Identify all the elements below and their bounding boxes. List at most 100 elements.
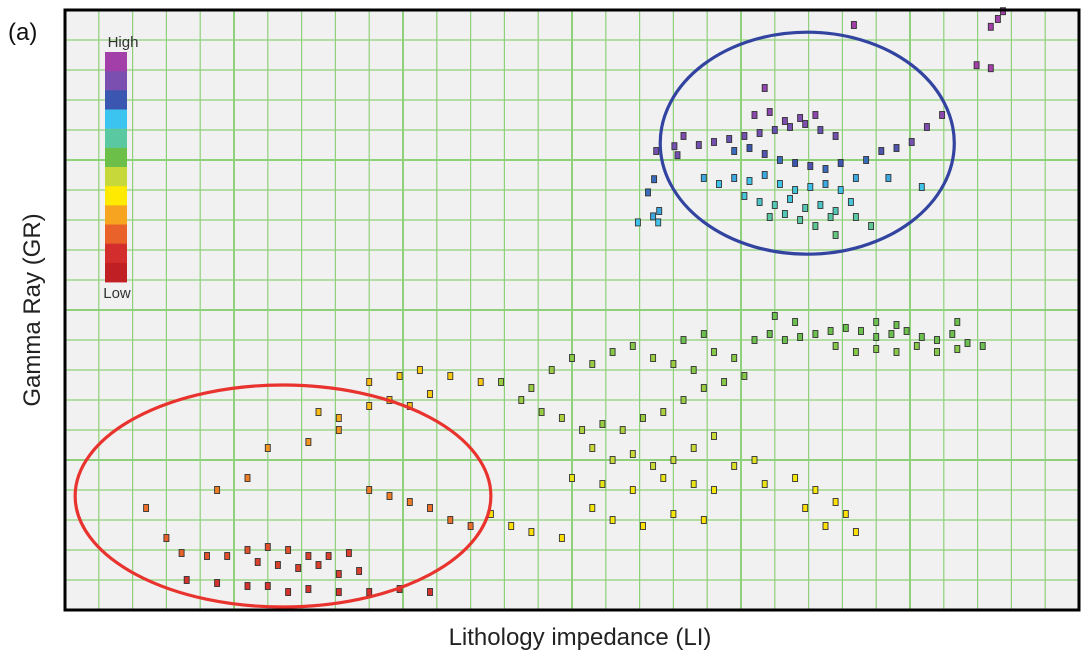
scatter-point-115 (590, 445, 595, 452)
scatter-point-152 (590, 505, 595, 512)
scatter-point-34 (752, 112, 757, 119)
scatter-point-68 (940, 112, 945, 119)
scatter-point-168 (286, 547, 291, 554)
scatter-point-19 (742, 133, 747, 140)
scatter-point-54 (803, 205, 808, 212)
scatter-point-140 (691, 367, 696, 374)
scatter-point-18 (727, 136, 732, 143)
scatter-point-11 (657, 208, 662, 215)
scatter-point-182 (286, 589, 291, 596)
scatter-point-176 (336, 571, 341, 578)
scatter-point-28 (762, 151, 767, 158)
scatter-point-114 (742, 373, 747, 380)
scatter-point-174 (296, 565, 301, 572)
scatter-point-63 (864, 157, 869, 164)
scatter-point-58 (767, 214, 772, 221)
scatter-point-196 (468, 523, 473, 530)
scatter-point-96 (935, 349, 940, 356)
scatter-point-22 (788, 124, 793, 131)
colorbar-segment-1 (105, 71, 127, 91)
scatter-point-66 (909, 139, 914, 146)
scatter-point-143 (681, 337, 686, 344)
scatter-point-43 (762, 172, 767, 179)
scatter-point-133 (549, 367, 554, 374)
scatter-point-156 (701, 517, 706, 524)
scatter-point-173 (275, 562, 280, 569)
scatter-point-27 (747, 145, 752, 152)
scatter-point-163 (179, 550, 184, 557)
scatter-point-2 (988, 23, 993, 30)
scatter-point-12 (651, 213, 656, 220)
scatter-point-83 (874, 334, 879, 341)
scatter-point-149 (843, 511, 848, 518)
scatter-point-81 (843, 325, 848, 332)
scatter-point-74 (762, 85, 767, 92)
scatter-point-198 (336, 415, 341, 422)
scatter-point-5 (851, 22, 856, 29)
scatter-point-158 (509, 523, 514, 530)
scatter-point-26 (732, 148, 737, 155)
scatter-point-51 (757, 199, 762, 206)
scatter-point-31 (808, 163, 813, 170)
scatter-point-84 (889, 331, 894, 338)
scatter-point-42 (747, 178, 752, 185)
scatter-point-85 (904, 328, 909, 335)
scatter-point-128 (691, 481, 696, 488)
scatter-point-82 (859, 328, 864, 335)
scatter-point-17 (712, 139, 717, 146)
scatter-point-49 (853, 175, 858, 182)
scatter-point-172 (255, 559, 260, 566)
scatter-point-89 (965, 340, 970, 347)
scatter-point-170 (326, 553, 331, 560)
scatter-point-44 (777, 181, 782, 188)
scatter-point-95 (914, 343, 919, 350)
scatter-point-113 (722, 379, 727, 386)
scatter-point-208 (215, 487, 220, 494)
scatter-point-99 (793, 319, 798, 326)
scatter-point-71 (853, 214, 858, 221)
colorbar-segment-9 (105, 225, 127, 245)
scatter-point-167 (265, 544, 270, 551)
scatter-point-100 (874, 319, 879, 326)
scatter-point-109 (641, 415, 646, 422)
scatter-point-206 (448, 373, 453, 380)
scatter-point-77 (782, 337, 787, 344)
scatter-point-185 (367, 589, 372, 596)
colorbar-low-label: Low (103, 285, 131, 302)
scatter-point-154 (641, 523, 646, 530)
scatter-point-55 (818, 202, 823, 209)
scatter-point-21 (772, 127, 777, 134)
colorbar-segment-4 (105, 129, 127, 149)
colorbar-segment-2 (105, 90, 127, 110)
colorbar-segment-0 (105, 52, 127, 72)
scatter-point-9 (652, 176, 657, 183)
grid (65, 10, 1079, 610)
scatter-point-79 (813, 331, 818, 338)
scatter-point-90 (980, 343, 985, 350)
scatter-point-192 (387, 493, 392, 500)
scatter-point-13 (635, 219, 640, 226)
scatter-point-7 (672, 143, 677, 150)
plot-area (65, 8, 1079, 610)
scatter-point-190 (336, 427, 341, 434)
colorbar-high-label: High (108, 34, 139, 51)
scatter-point-202 (428, 391, 433, 398)
scatter-point-73 (833, 232, 838, 239)
scatter-point-142 (732, 355, 737, 362)
scatter-point-107 (600, 421, 605, 428)
scatter-point-3 (974, 62, 979, 69)
scatter-point-60 (798, 217, 803, 224)
scatter-point-209 (245, 475, 250, 482)
colorbar-segment-6 (105, 167, 127, 187)
scatter-point-171 (346, 550, 351, 557)
scatter-point-20 (757, 130, 762, 137)
scatter-point-108 (620, 427, 625, 434)
scatter-point-86 (919, 334, 924, 341)
scatter-point-122 (732, 463, 737, 470)
y-axis-label: Gamma Ray (GR) (19, 213, 46, 406)
scatter-point-183 (306, 586, 311, 593)
scatter-point-48 (838, 187, 843, 194)
x-axis-label: Lithology impedance (LI) (449, 624, 712, 651)
scatter-point-105 (559, 415, 564, 422)
